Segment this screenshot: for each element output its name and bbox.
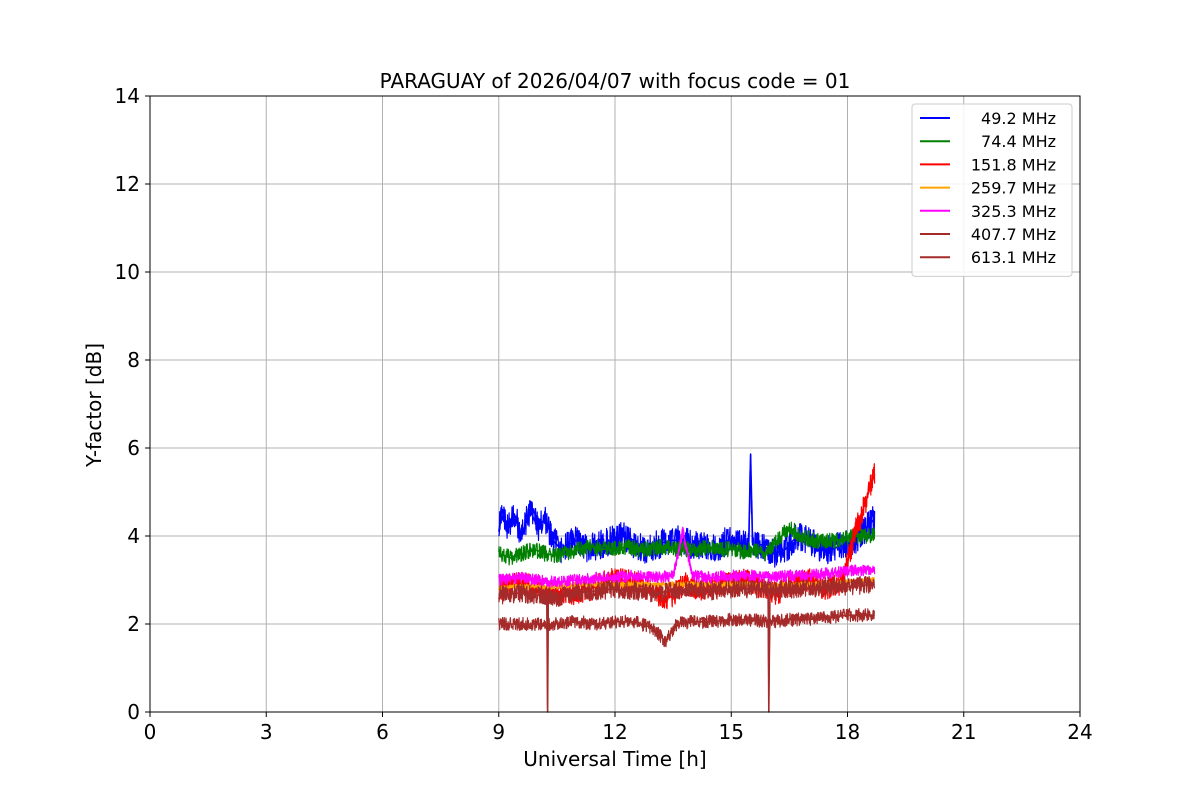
x-tick-label: 24 bbox=[1067, 720, 1092, 744]
legend-box bbox=[911, 103, 1073, 277]
x-tick-label: 6 bbox=[376, 720, 389, 744]
legend-entry: 613.1 MHz bbox=[971, 248, 1056, 267]
x-tick-label: 12 bbox=[602, 720, 627, 744]
x-tick-label: 3 bbox=[260, 720, 273, 744]
x-tick-label: 15 bbox=[719, 720, 744, 744]
series-noise-line bbox=[498, 453, 876, 568]
y-tick-label: 4 bbox=[127, 524, 140, 548]
series-noise-line bbox=[498, 575, 876, 709]
y-tick-label: 8 bbox=[127, 348, 140, 372]
legend-entry: 74.4 MHz bbox=[981, 132, 1056, 151]
series-layer bbox=[498, 453, 876, 713]
series-line bbox=[498, 583, 875, 713]
legend: 49.2 MHz 74.4 MHz 151.8 MHz 259.7 MHz 325.3 … bbox=[911, 103, 1073, 277]
legend-entry: 325.3 MHz bbox=[971, 202, 1056, 221]
series-noise-line bbox=[498, 607, 875, 648]
series-line bbox=[498, 526, 875, 559]
legend-entry: 151.8 MHz bbox=[971, 155, 1056, 174]
series-4 bbox=[498, 526, 876, 588]
series-line bbox=[498, 614, 875, 643]
x-tick-label: 0 bbox=[144, 720, 157, 744]
y-tick-label: 6 bbox=[127, 436, 140, 460]
y-tick-label: 12 bbox=[115, 172, 140, 196]
x-tick-label: 9 bbox=[492, 720, 505, 744]
series-6 bbox=[498, 607, 875, 648]
series-5 bbox=[498, 575, 876, 713]
legend-entry: 407.7 MHz bbox=[971, 225, 1056, 244]
series-noise-line bbox=[498, 521, 876, 566]
x-tick-label: 18 bbox=[835, 720, 860, 744]
y-tick-label: 10 bbox=[115, 260, 140, 284]
x-axis-label: Universal Time [h] bbox=[523, 747, 706, 771]
chart-title: PARAGUAY of 2026/04/07 with focus code =… bbox=[380, 69, 851, 93]
series-line bbox=[498, 530, 875, 584]
y-tick-label: 14 bbox=[115, 84, 140, 108]
y-tick-label: 0 bbox=[127, 700, 140, 724]
x-tick-label: 21 bbox=[951, 720, 976, 744]
y-tick-label: 2 bbox=[127, 612, 140, 636]
legend-entry: 259.7 MHz bbox=[971, 179, 1056, 198]
series-1 bbox=[498, 521, 876, 566]
legend-entry: 49.2 MHz bbox=[981, 109, 1056, 128]
y-axis-label: Y-factor [dB] bbox=[82, 343, 106, 468]
